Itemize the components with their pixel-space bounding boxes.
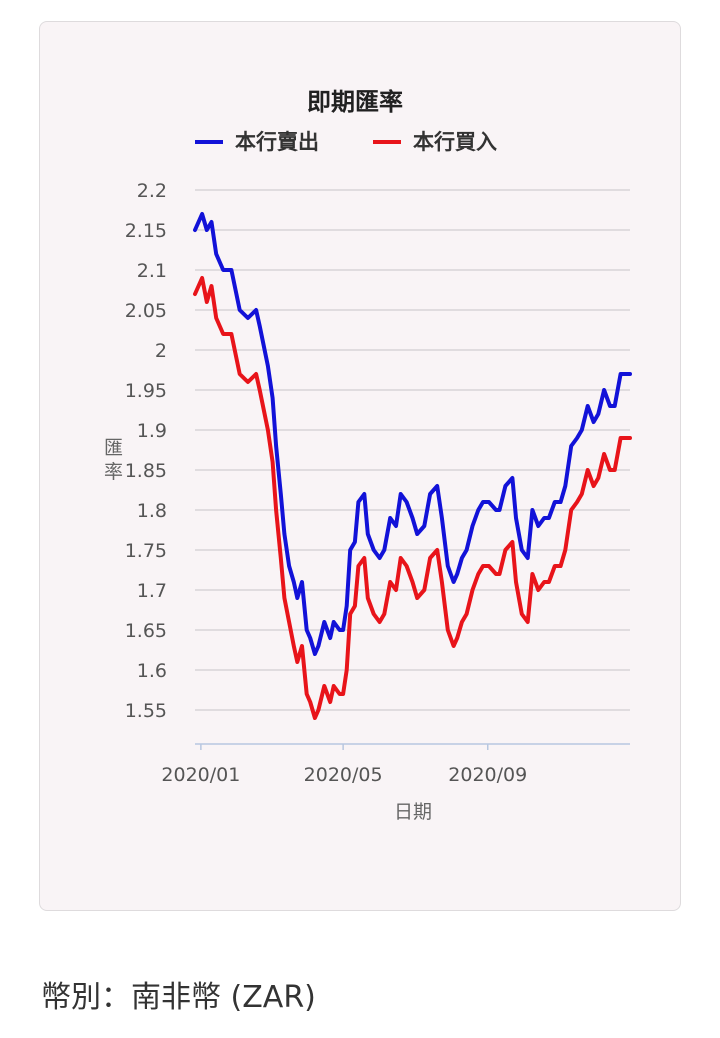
- grid-lines: [195, 189, 630, 711]
- y-tick-label: 1.85: [125, 460, 167, 482]
- series-line: [193, 212, 632, 656]
- y-axis-label: 匯率: [104, 437, 123, 483]
- y-tick-label: 2.05: [125, 300, 167, 322]
- y-tick-label: 1.75: [125, 540, 167, 562]
- x-tick-label: 2020/05: [304, 764, 383, 786]
- y-tick-label: 2.2: [137, 180, 167, 202]
- y-tick-label: 1.7: [137, 580, 167, 602]
- x-axis-label: 日期: [394, 801, 432, 823]
- y-tick-label: 1.65: [125, 620, 167, 642]
- legend-label: 本行買入: [413, 130, 497, 154]
- series-lines: [193, 212, 632, 720]
- x-axis: 2020/01 2020/05 2020/09: [161, 743, 630, 786]
- y-tick-label: 2: [155, 340, 167, 362]
- chart-card: 即期匯率 本行賣出 本行買入 2.2 2.15 2.1 2.05 2 1.95 1.9 1.85…: [39, 21, 681, 911]
- x-tick-label: 2020/01: [161, 764, 240, 786]
- series-line: [193, 276, 632, 720]
- chart-title: 即期匯率: [307, 88, 403, 116]
- y-tick-label: 1.95: [125, 380, 167, 402]
- y-tick-label: 1.6: [137, 660, 167, 682]
- y-tick-label: 1.55: [125, 700, 167, 722]
- y-axis-ticks: 2.2 2.15 2.1 2.05 2 1.95 1.9 1.85 1.8 1.75 1.7 1.65…: [125, 180, 167, 722]
- y-tick-label: 1.8: [137, 500, 167, 522]
- x-tick-label: 2020/09: [448, 764, 527, 786]
- y-tick-label: 2.1: [137, 260, 167, 282]
- y-tick-label: 1.9: [137, 420, 167, 442]
- legend-label: 本行賣出: [235, 130, 319, 154]
- y-tick-label: 2.15: [125, 220, 167, 242]
- chart-legend: 本行賣出 本行買入: [195, 130, 497, 154]
- currency-label: 幣別：南非幣 (ZAR): [41, 980, 316, 1015]
- exchange-rate-chart: 即期匯率 本行賣出 本行買入 2.2 2.15 2.1 2.05 2 1.95 1.9 1.85…: [104, 88, 632, 823]
